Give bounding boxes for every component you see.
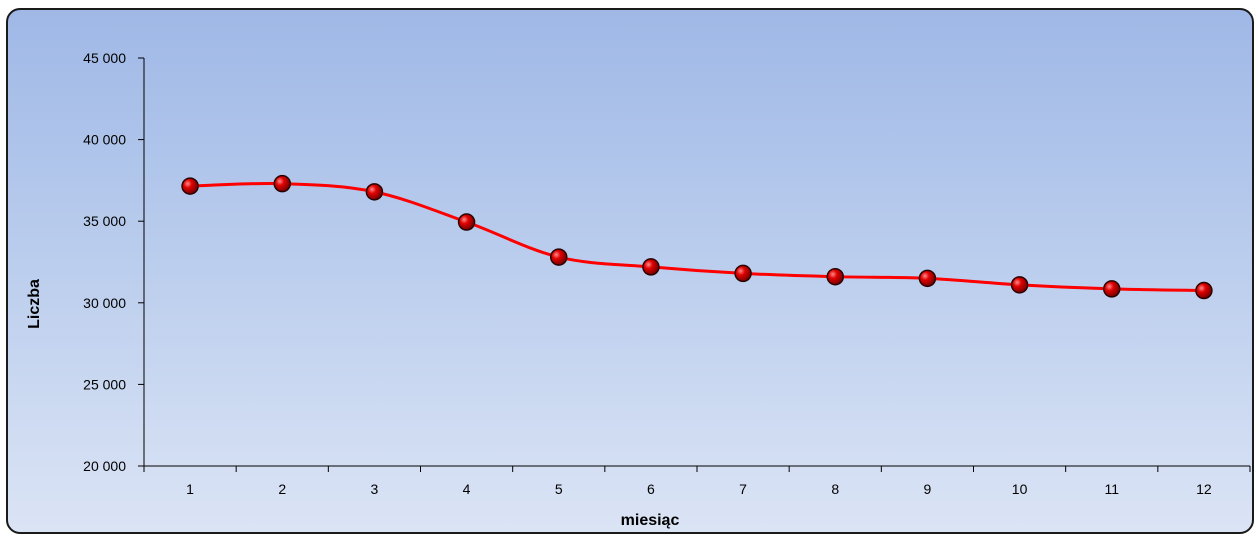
y-tick-label: 20 000 [83,458,126,474]
y-tick-label: 25 000 [83,376,126,392]
data-point-marker [550,248,568,266]
x-tick-label: 9 [924,481,932,497]
y-tick-label: 45 000 [83,50,126,66]
x-tick-label: 6 [647,481,655,497]
x-tick-label: 8 [831,481,839,497]
y-tick-label: 35 000 [83,213,126,229]
axes [143,58,1250,467]
x-tick-label: 7 [739,481,747,497]
data-point-marker [181,177,199,195]
x-tick-label: 5 [555,481,563,497]
series-line [190,181,1204,293]
x-tick-label: 11 [1104,481,1119,497]
data-point-marker [734,264,752,283]
data-point-marker [1103,280,1121,298]
x-tick-label: 10 [1012,481,1028,497]
y-axis-ticks: 20 000 25 000 30 000 35 000 40 000 45 000 [83,50,144,474]
y-tick-label: 40 000 [83,132,126,148]
data-point-marker [918,269,937,288]
x-axis-title: miesiąc [621,512,680,529]
data-point-marker [365,183,384,201]
x-tick-label: 3 [371,481,379,497]
data-point-marker [457,213,476,231]
data-point-marker [826,267,844,286]
data-points [181,174,1213,300]
data-point-marker [642,258,660,276]
x-tick-label: 4 [463,481,471,497]
y-axis-title: Liczba [26,279,43,329]
x-tick-label: 12 [1196,481,1212,497]
y-tick-label: 30 000 [83,295,126,311]
data-point-marker [1010,276,1029,294]
chart-frame [6,8,1254,534]
x-axis-ticks: 1 2 3 4 5 6 7 8 9 10 11 12 [143,466,1251,497]
x-tick-label: 2 [278,481,286,497]
data-point-marker [273,174,291,193]
x-tick-label: 1 [186,481,194,497]
data-point-marker [1195,281,1213,300]
